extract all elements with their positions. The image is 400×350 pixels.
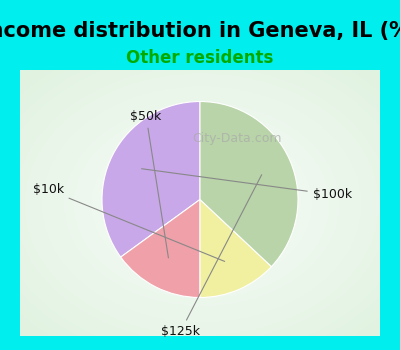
Text: $10k: $10k [32,183,225,261]
Text: $100k: $100k [142,169,352,201]
Wedge shape [121,199,200,298]
Wedge shape [200,199,272,298]
Wedge shape [200,102,298,267]
Text: City-Data.com: City-Data.com [192,132,282,145]
Text: $125k: $125k [161,175,262,338]
Text: Income distribution in Geneva, IL (%): Income distribution in Geneva, IL (%) [0,21,400,41]
Wedge shape [102,102,200,257]
Text: Other residents: Other residents [126,49,274,67]
Text: $50k: $50k [130,110,168,258]
